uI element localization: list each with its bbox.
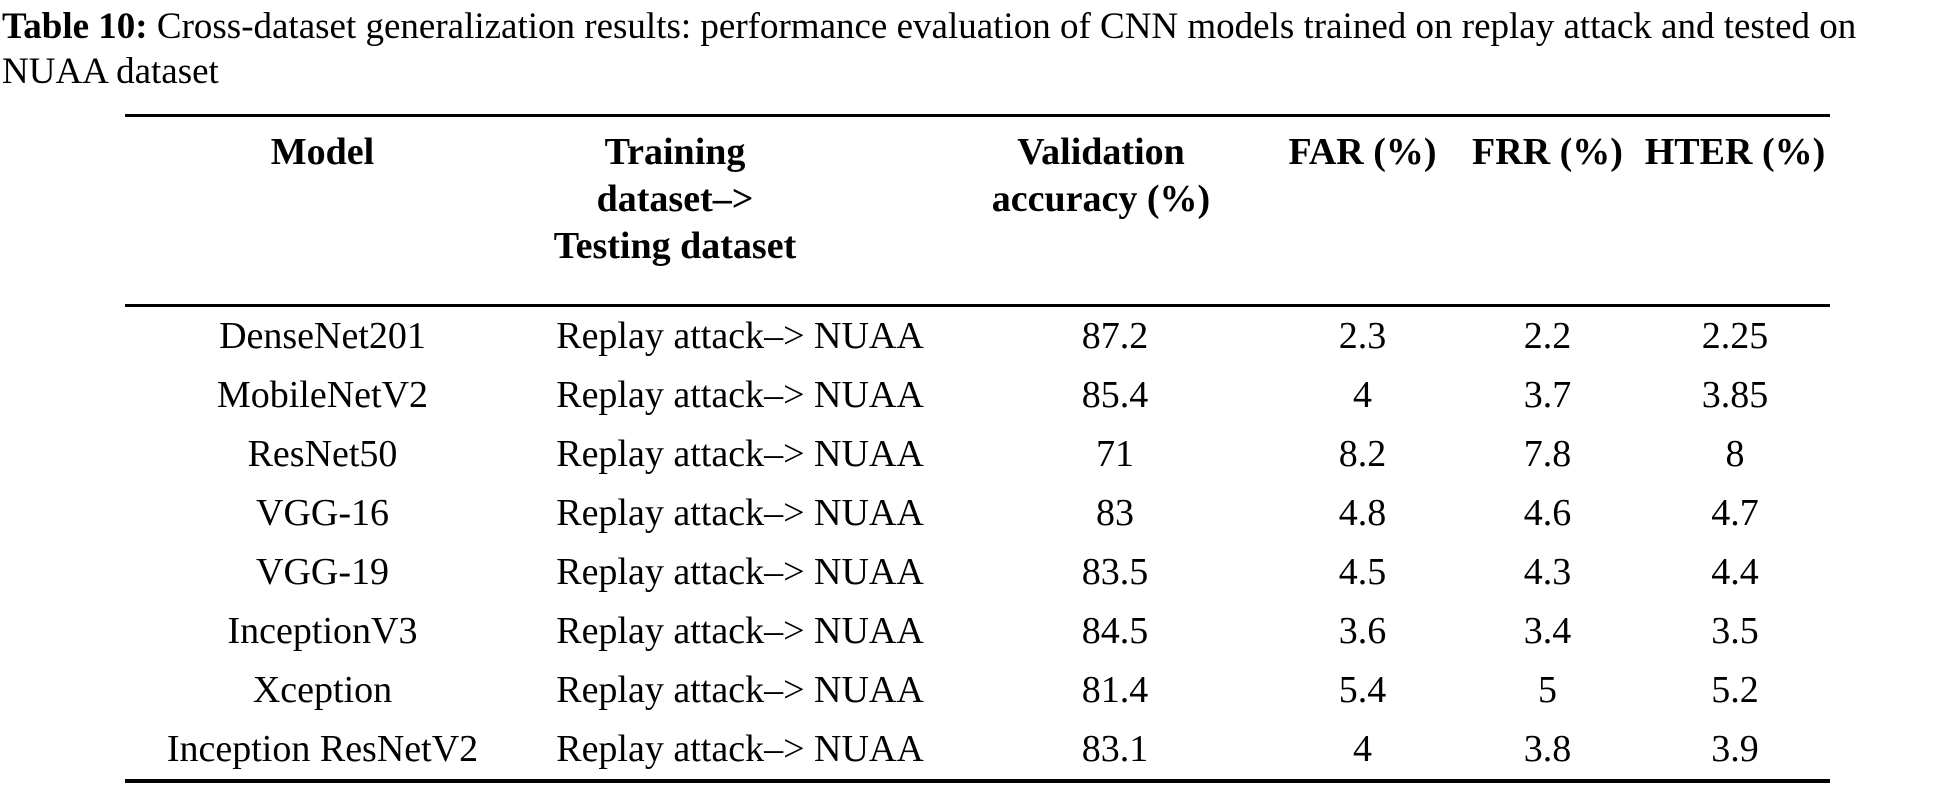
hter-cell: 5.2 — [1711, 669, 1759, 711]
table-caption-text: Cross-dataset generalization results: pe… — [2, 6, 1857, 92]
hter-cell: 3.85 — [1701, 374, 1769, 416]
validation-accuracy-cell: 81.4 — [1081, 669, 1149, 711]
table-caption: Table 10: Cross-dataset generalization r… — [0, 0, 1957, 94]
column-header-label: FRR (%) — [1472, 131, 1623, 173]
far-cell: 4 — [1353, 374, 1372, 416]
model-cell: ResNet50 — [247, 433, 398, 475]
validation-accuracy-cell: 83.1 — [1081, 728, 1149, 770]
model-cell: MobileNetV2 — [216, 374, 429, 416]
far-cell: 3.6 — [1338, 610, 1387, 652]
validation-accuracy-cell: 71 — [1096, 433, 1134, 475]
table-row: Inception ResNetV2 Replay attack–> NUAA … — [125, 720, 1830, 781]
results-table: Model Training dataset–> Testing dataset… — [125, 114, 1830, 783]
column-header-label: Validation — [1017, 131, 1185, 173]
table-row: Xception Replay attack–> NUAA 81.4 5.4 5… — [125, 661, 1830, 720]
frr-cell: 3.4 — [1523, 610, 1572, 652]
far-cell: 4.5 — [1338, 551, 1387, 593]
far-cell: 4 — [1353, 728, 1372, 770]
validation-accuracy-cell: 85.4 — [1081, 374, 1149, 416]
model-cell: VGG-19 — [256, 551, 389, 593]
dataset-cell: Replay attack–> NUAA — [556, 374, 924, 416]
frr-cell: 4.6 — [1523, 492, 1572, 534]
far-cell: 2.3 — [1338, 315, 1387, 357]
table-row: ResNet50 Replay attack–> NUAA 71 8.2 7.8… — [125, 425, 1830, 484]
column-header-label: FAR (%) — [1288, 131, 1437, 173]
table-row: MobileNetV2 Replay attack–> NUAA 85.4 4 … — [125, 366, 1830, 425]
table-row: InceptionV3 Replay attack–> NUAA 84.5 3.… — [125, 602, 1830, 661]
hter-cell: 8 — [1725, 433, 1745, 475]
validation-accuracy-cell: 83.5 — [1081, 551, 1149, 593]
frr-cell: 2.2 — [1523, 315, 1572, 357]
column-header-label: Model — [270, 131, 375, 173]
frr-cell: 4.3 — [1523, 551, 1572, 593]
column-header-far: FAR (%) — [1270, 115, 1455, 307]
column-header-training-testing-dataset: Training dataset–> Testing dataset — [520, 115, 960, 307]
validation-accuracy-cell: 87.2 — [1081, 315, 1149, 357]
hter-cell: 3.9 — [1711, 728, 1759, 770]
dataset-cell: Replay attack–> NUAA — [556, 551, 924, 593]
model-cell: DenseNet201 — [219, 315, 426, 357]
column-header-validation-accuracy: Validation accuracy (%) — [960, 115, 1270, 307]
column-header-label: Training — [604, 131, 746, 173]
column-header-model: Model — [125, 115, 520, 307]
frr-cell: 3.8 — [1523, 728, 1572, 770]
column-header-label: Testing dataset — [553, 225, 797, 267]
column-header-label: accuracy (%) — [991, 178, 1211, 220]
frr-cell: 7.8 — [1523, 433, 1572, 475]
validation-accuracy-cell: 83 — [1096, 492, 1134, 534]
dataset-cell: Replay attack–> NUAA — [556, 492, 924, 534]
validation-accuracy-cell: 84.5 — [1081, 610, 1149, 652]
model-cell: Inception ResNetV2 — [166, 728, 479, 770]
dataset-cell: Replay attack–> NUAA — [556, 728, 924, 770]
frr-cell: 3.7 — [1523, 374, 1572, 416]
hter-cell: 4.7 — [1711, 492, 1759, 534]
far-cell: 4.8 — [1338, 492, 1387, 534]
hter-cell: 2.25 — [1701, 315, 1769, 357]
dataset-cell: Replay attack–> NUAA — [556, 610, 924, 652]
hter-cell: 4.4 — [1711, 551, 1759, 593]
far-cell: 5.4 — [1338, 669, 1387, 711]
column-header-label: dataset–> — [596, 178, 754, 220]
table-row: VGG-19 Replay attack–> NUAA 83.5 4.5 4.3… — [125, 543, 1830, 602]
dataset-cell: Replay attack–> NUAA — [556, 315, 924, 357]
hter-cell: 3.5 — [1711, 610, 1759, 652]
column-header-label: HTER (%) — [1644, 131, 1826, 173]
table-caption-label: Table 10: — [2, 6, 148, 47]
column-header-hter: HTER (%) — [1640, 115, 1830, 307]
frr-cell: 5 — [1538, 669, 1557, 711]
far-cell: 8.2 — [1338, 433, 1387, 475]
dataset-cell: Replay attack–> NUAA — [556, 669, 924, 711]
table-row: DenseNet201 Replay attack–> NUAA 87.2 2.… — [125, 306, 1830, 367]
model-cell: VGG-16 — [256, 492, 389, 534]
model-cell: Xception — [252, 669, 393, 711]
model-cell: InceptionV3 — [227, 610, 418, 652]
dataset-cell: Replay attack–> NUAA — [556, 433, 924, 475]
table-row: VGG-16 Replay attack–> NUAA 83 4.8 4.6 4… — [125, 484, 1830, 543]
column-header-frr: FRR (%) — [1455, 115, 1640, 307]
header-row: Model Training dataset–> Testing dataset… — [125, 115, 1830, 307]
